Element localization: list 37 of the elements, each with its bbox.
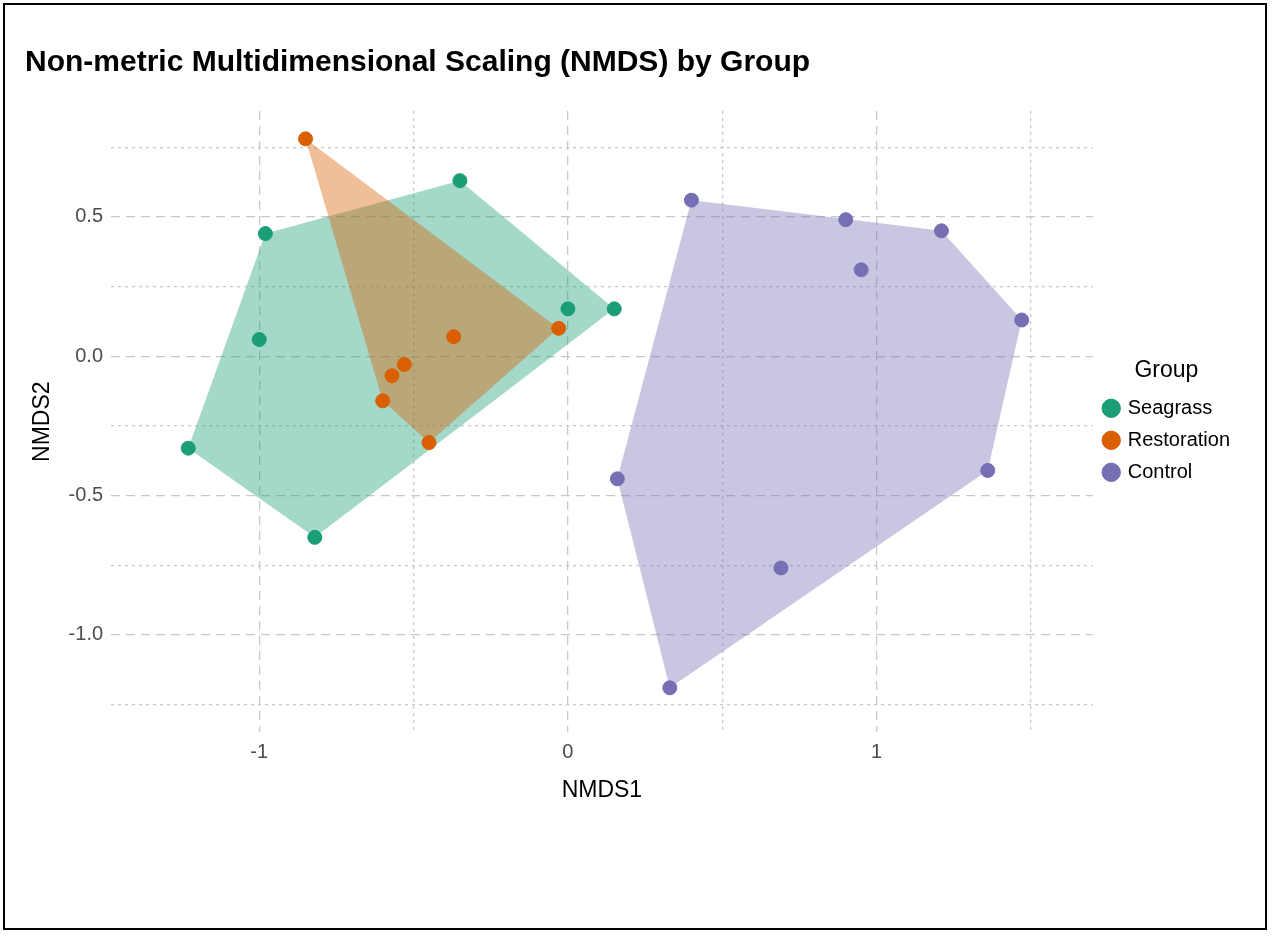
- x-tick-label: 0: [562, 739, 574, 762]
- legend-title: Group: [1134, 355, 1199, 382]
- point: [180, 440, 196, 456]
- point: [375, 393, 391, 409]
- x-tick-label: 1: [871, 739, 883, 762]
- y-tick-label: 0.0: [75, 343, 104, 366]
- point: [560, 301, 576, 317]
- y-axis-title: NMDS2: [28, 381, 55, 462]
- chart-title: Non-metric Multidimensional Scaling (NMDS) by Group: [25, 44, 811, 78]
- point: [609, 471, 625, 487]
- y-tick-label: 0.5: [75, 204, 104, 227]
- point: [421, 435, 437, 451]
- point: [307, 529, 323, 545]
- point: [1014, 312, 1030, 328]
- point: [838, 212, 854, 228]
- x-tick-label: -1: [250, 739, 269, 762]
- legend-label: Restoration: [1127, 427, 1231, 450]
- point: [446, 329, 462, 345]
- point: [384, 368, 400, 384]
- point: [452, 173, 468, 189]
- point: [662, 680, 678, 696]
- point: [773, 560, 789, 576]
- point: [551, 320, 567, 336]
- legend-label: Seagrass: [1127, 395, 1213, 418]
- point: [396, 357, 412, 373]
- point: [683, 192, 699, 208]
- point: [298, 131, 314, 147]
- point: [853, 262, 869, 278]
- point: [933, 223, 949, 239]
- x-axis-title: NMDS1: [561, 775, 643, 802]
- point: [251, 332, 267, 347]
- y-tick-label: -1.0: [68, 622, 104, 645]
- point: [980, 462, 996, 478]
- point: [606, 301, 622, 317]
- point: [257, 226, 273, 242]
- legend-label: Control: [1127, 459, 1193, 482]
- y-tick-label: -0.5: [68, 483, 104, 506]
